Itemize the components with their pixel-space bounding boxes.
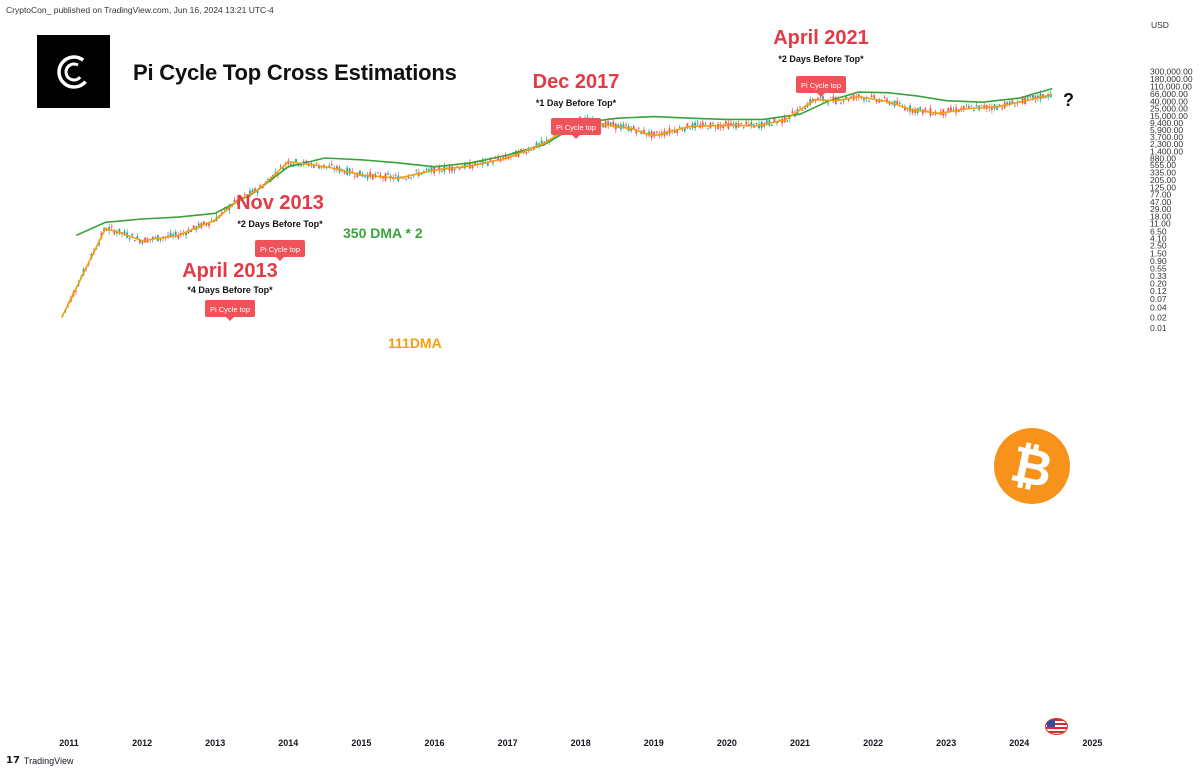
chart-title: Pi Cycle Top Cross Estimations: [133, 60, 457, 85]
x-tick-label: 2019: [644, 738, 664, 748]
y-tick-label: 0.12: [1150, 286, 1167, 296]
x-tick-label: 2024: [1009, 738, 1029, 748]
annotation-0: April 2013 *4 Days Before Top* Pi Cycle to…: [182, 260, 278, 321]
pi-cycle-tag: Pi Cycle top: [801, 81, 841, 90]
y-tick-label: 880.00: [1150, 153, 1176, 163]
x-tick-label: 2022: [863, 738, 883, 748]
y-tick-label: 0.33: [1150, 271, 1167, 281]
y-tick-label: 18.00: [1150, 211, 1172, 221]
pi-cycle-tag-bg: [551, 118, 601, 135]
cryptocon-logo-icon: [37, 35, 110, 108]
y-tick-label: 4.10: [1150, 233, 1167, 243]
y-tick-label: 47.00: [1150, 197, 1172, 207]
future-question-mark: ?: [1063, 90, 1074, 110]
x-tick-label: 2025: [1082, 738, 1102, 748]
annotation-1: Nov 2013 *2 Days Before Top* Pi Cycle top: [236, 192, 324, 261]
x-tick-label: 2014: [278, 738, 298, 748]
pi-cycle-tag-pointer: [817, 93, 825, 97]
y-tick-label: 2.50: [1150, 241, 1167, 251]
y-tick-label: 0.20: [1150, 278, 1167, 288]
annotation-note: *4 Days Before Top*: [187, 285, 273, 295]
y-tick-label: 2,300.00: [1150, 139, 1183, 149]
series-label-350dma: 350 DMA * 2: [343, 225, 423, 241]
y-tick-label: 9,400.00: [1150, 118, 1183, 128]
x-tick-label: 2017: [498, 738, 518, 748]
currency-label: USD: [1151, 20, 1169, 30]
annotation-title: April 2013: [182, 260, 278, 282]
annotation-note: *2 Days Before Top*: [778, 54, 864, 64]
tradingview-logo-icon: 𝟭𝟳: [6, 755, 20, 766]
us-flag-icon: [1045, 718, 1068, 735]
y-tick-label: 5,900.00: [1150, 125, 1183, 135]
y-tick-label: 3,700.00: [1150, 132, 1183, 142]
x-tick-label: 2011: [59, 738, 79, 748]
y-tick-label: 1.50: [1150, 248, 1167, 258]
y-tick-label: 205.00: [1150, 175, 1176, 185]
y-tick-label: 11.00: [1150, 219, 1171, 229]
bitcoin-icon: ₿: [994, 428, 1070, 504]
footer-brand: TradingView: [23, 755, 74, 766]
x-tick-label: 2012: [132, 738, 152, 748]
x-tick-label: 2016: [424, 738, 444, 748]
y-tick-label: 0.07: [1150, 294, 1167, 304]
y-tick-label: 0.01: [1150, 323, 1167, 333]
y-tick-label: 180,000.00: [1150, 74, 1193, 84]
x-tick-label: 2023: [936, 738, 956, 748]
pi-cycle-tag-bg: [255, 240, 305, 257]
y-tick-label: 40,000.00: [1150, 96, 1188, 106]
pi-cycle-tag-bg: [796, 76, 846, 93]
y-tick-label: 110,000.00: [1150, 81, 1192, 91]
pi-cycle-tag: Pi Cycle top: [556, 123, 596, 132]
y-tick-label: 0.90: [1150, 256, 1167, 266]
pi-cycle-tag: Pi Cycle top: [210, 305, 250, 314]
y-tick-label: 0.55: [1150, 263, 1167, 273]
x-axis: 2011 2012 2013 2014 2015 2016 2017 2018 2019 2020…: [59, 738, 1102, 748]
annotation-title: April 2021: [773, 27, 869, 49]
attribution-text: CryptoCon_ published on TradingView.com,…: [6, 5, 274, 15]
y-tick-label: 66,000.00: [1150, 89, 1188, 99]
footer: 𝟭𝟳 TradingView: [6, 755, 73, 766]
annotations: April 2013 *4 Days Before Top* Pi Cycle to…: [182, 27, 869, 321]
x-tick-label: 2013: [205, 738, 225, 748]
y-tick-label: 29.00: [1150, 204, 1172, 214]
series-label-111dma: 111DMA: [388, 335, 442, 351]
annotation-title: Dec 2017: [533, 71, 620, 93]
y-tick-label: 0.04: [1150, 302, 1167, 312]
pi-cycle-tag-pointer: [276, 257, 284, 261]
y-tick-label: 555.00: [1150, 160, 1176, 170]
pi-cycle-tag: Pi Cycle top: [260, 245, 300, 254]
y-tick-label: 0.02: [1150, 313, 1167, 323]
y-tick-label: 1,400.00: [1150, 146, 1183, 156]
y-tick-label: 125.00: [1150, 182, 1176, 192]
y-axis: 300,000.00180,000.00110,000.0066,000.004…: [1150, 66, 1193, 333]
annotation-2: Dec 2017 *1 Day Before Top* Pi Cycle top: [533, 71, 620, 139]
pi-cycle-tag-bg: [205, 300, 255, 317]
annotation-note: *2 Days Before Top*: [237, 219, 323, 229]
x-tick-label: 2018: [571, 738, 591, 748]
y-tick-label: 25,000.00: [1150, 103, 1188, 113]
y-tick-label: 6.50: [1150, 226, 1167, 236]
annotation-3: April 2021 *2 Days Before Top* Pi Cycle to…: [773, 27, 869, 97]
x-tick-label: 2020: [717, 738, 737, 748]
y-tick-label: 77.00: [1150, 190, 1172, 200]
x-tick-label: 2015: [351, 738, 371, 748]
pi-cycle-tag-pointer: [572, 135, 580, 139]
annotation-title: Nov 2013: [236, 192, 324, 214]
x-tick-label: 2021: [790, 738, 810, 748]
y-tick-label: 15,000.00: [1150, 111, 1188, 121]
y-tick-label: 335.00: [1150, 168, 1176, 178]
y-tick-label: 300,000.00: [1150, 66, 1193, 76]
annotation-note: *1 Day Before Top*: [536, 98, 617, 108]
pi-cycle-tag-pointer: [226, 317, 234, 321]
